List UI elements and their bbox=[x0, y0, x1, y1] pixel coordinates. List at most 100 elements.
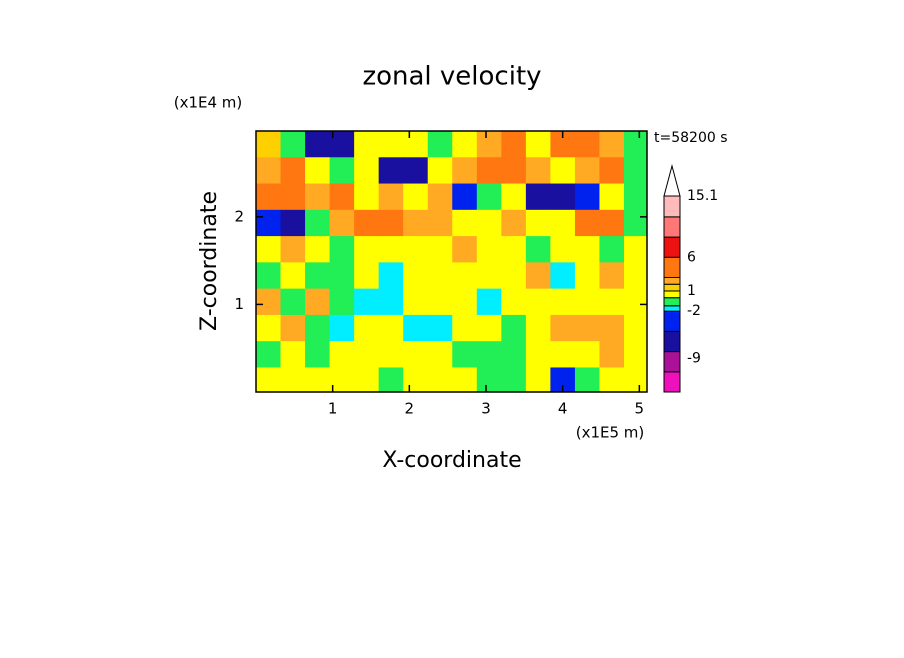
contour-cell bbox=[452, 236, 478, 263]
contour-cell bbox=[256, 131, 282, 158]
contour-cell bbox=[280, 157, 306, 185]
contour-cell bbox=[280, 183, 306, 211]
contour-cell bbox=[624, 367, 647, 392]
contour-cell bbox=[550, 236, 576, 263]
contour-cell bbox=[256, 183, 282, 211]
contour-cell bbox=[574, 367, 600, 392]
contour-cell bbox=[305, 209, 331, 237]
contour-cell bbox=[452, 367, 478, 392]
contour-cell bbox=[280, 209, 306, 237]
contour-cell bbox=[329, 157, 355, 185]
contour-cell bbox=[305, 288, 331, 316]
contour-cell bbox=[476, 157, 502, 185]
contour-cell bbox=[501, 288, 527, 316]
contour-cell bbox=[329, 288, 355, 316]
contour-cell bbox=[501, 157, 527, 185]
contour-cell bbox=[354, 262, 380, 290]
contour-cell bbox=[354, 183, 380, 211]
contour-cell bbox=[624, 341, 647, 368]
contour-cell bbox=[476, 314, 502, 342]
contour-cell bbox=[550, 288, 576, 316]
contour-cell bbox=[624, 262, 647, 290]
contour-cell bbox=[329, 314, 355, 342]
colorbar-segment bbox=[663, 305, 681, 312]
contour-cell bbox=[354, 209, 380, 237]
x-axis-label: X-coordinate bbox=[382, 448, 521, 473]
contour-cell bbox=[550, 262, 576, 290]
contour-cell bbox=[256, 262, 282, 290]
colorbar-tick-label: 15.1 bbox=[687, 188, 718, 204]
contour-cell bbox=[378, 288, 404, 316]
contour-cell bbox=[427, 209, 453, 237]
contour-cell bbox=[354, 341, 380, 368]
contour-cell bbox=[329, 209, 355, 237]
contour-cell bbox=[378, 367, 404, 392]
contour-cell bbox=[427, 183, 453, 211]
contour-cell bbox=[574, 209, 600, 237]
chart-title: zonal velocity bbox=[362, 62, 541, 92]
contour-cell bbox=[525, 157, 551, 185]
contour-cell bbox=[305, 341, 331, 368]
contour-cell bbox=[624, 288, 647, 316]
contour-cell bbox=[354, 314, 380, 342]
contour-cell bbox=[550, 157, 576, 185]
colorbar-segment bbox=[663, 256, 681, 278]
contour-cell bbox=[256, 288, 282, 316]
contour-cell bbox=[452, 209, 478, 237]
contour-cell bbox=[403, 236, 429, 263]
contour-cell bbox=[354, 157, 380, 185]
contour-cell bbox=[501, 236, 527, 263]
contour-cell bbox=[599, 314, 625, 342]
contour-cell bbox=[427, 341, 453, 368]
contour-cell bbox=[378, 131, 404, 158]
colorbar-segment bbox=[663, 290, 681, 299]
x-tick-label: 1 bbox=[328, 400, 338, 418]
contour-field bbox=[256, 131, 647, 392]
contour-cell bbox=[378, 183, 404, 211]
contour-cell bbox=[525, 209, 551, 237]
contour-cell bbox=[403, 288, 429, 316]
contour-cell bbox=[574, 183, 600, 211]
contour-cell bbox=[427, 288, 453, 316]
x-tick-label: 4 bbox=[558, 400, 568, 418]
contour-cell bbox=[280, 314, 306, 342]
contour-cell bbox=[305, 367, 331, 392]
contour-cell bbox=[599, 262, 625, 290]
contour-cell bbox=[329, 236, 355, 263]
contour-cell bbox=[280, 262, 306, 290]
contour-cell bbox=[403, 314, 429, 342]
contour-cell bbox=[501, 183, 527, 211]
time-annotation: t=58200 s bbox=[654, 130, 728, 146]
contour-cell bbox=[403, 341, 429, 368]
contour-cell bbox=[403, 367, 429, 392]
contour-cell bbox=[403, 157, 429, 185]
contour-cell bbox=[574, 341, 600, 368]
contour-cell bbox=[574, 236, 600, 263]
contour-cell bbox=[329, 341, 355, 368]
contour-cell bbox=[329, 262, 355, 290]
contour-cell bbox=[476, 367, 502, 392]
y-unit: (x1E4 m) bbox=[174, 94, 243, 112]
contour-cell bbox=[305, 314, 331, 342]
contour-cell bbox=[329, 183, 355, 211]
contour-cell bbox=[378, 236, 404, 263]
colorbar-segment bbox=[663, 330, 681, 353]
contour-cell bbox=[378, 209, 404, 237]
colorbar-tick-label: -2 bbox=[687, 303, 701, 319]
contour-cell bbox=[256, 314, 282, 342]
contour-cell bbox=[305, 262, 331, 290]
contour-cell bbox=[354, 236, 380, 263]
colorbar-tick-label: 1 bbox=[687, 283, 696, 299]
y-tick-label: 1 bbox=[234, 295, 244, 313]
x-tick-label: 2 bbox=[405, 400, 415, 418]
contour-cell bbox=[452, 341, 478, 368]
contour-cell bbox=[525, 314, 551, 342]
contour-cell bbox=[452, 183, 478, 211]
contour-cell bbox=[476, 183, 502, 211]
contour-cell bbox=[452, 157, 478, 185]
contour-cell bbox=[280, 341, 306, 368]
colorbar-tick-label: -9 bbox=[687, 350, 701, 366]
contour-cell bbox=[354, 367, 380, 392]
contour-cell bbox=[501, 209, 527, 237]
